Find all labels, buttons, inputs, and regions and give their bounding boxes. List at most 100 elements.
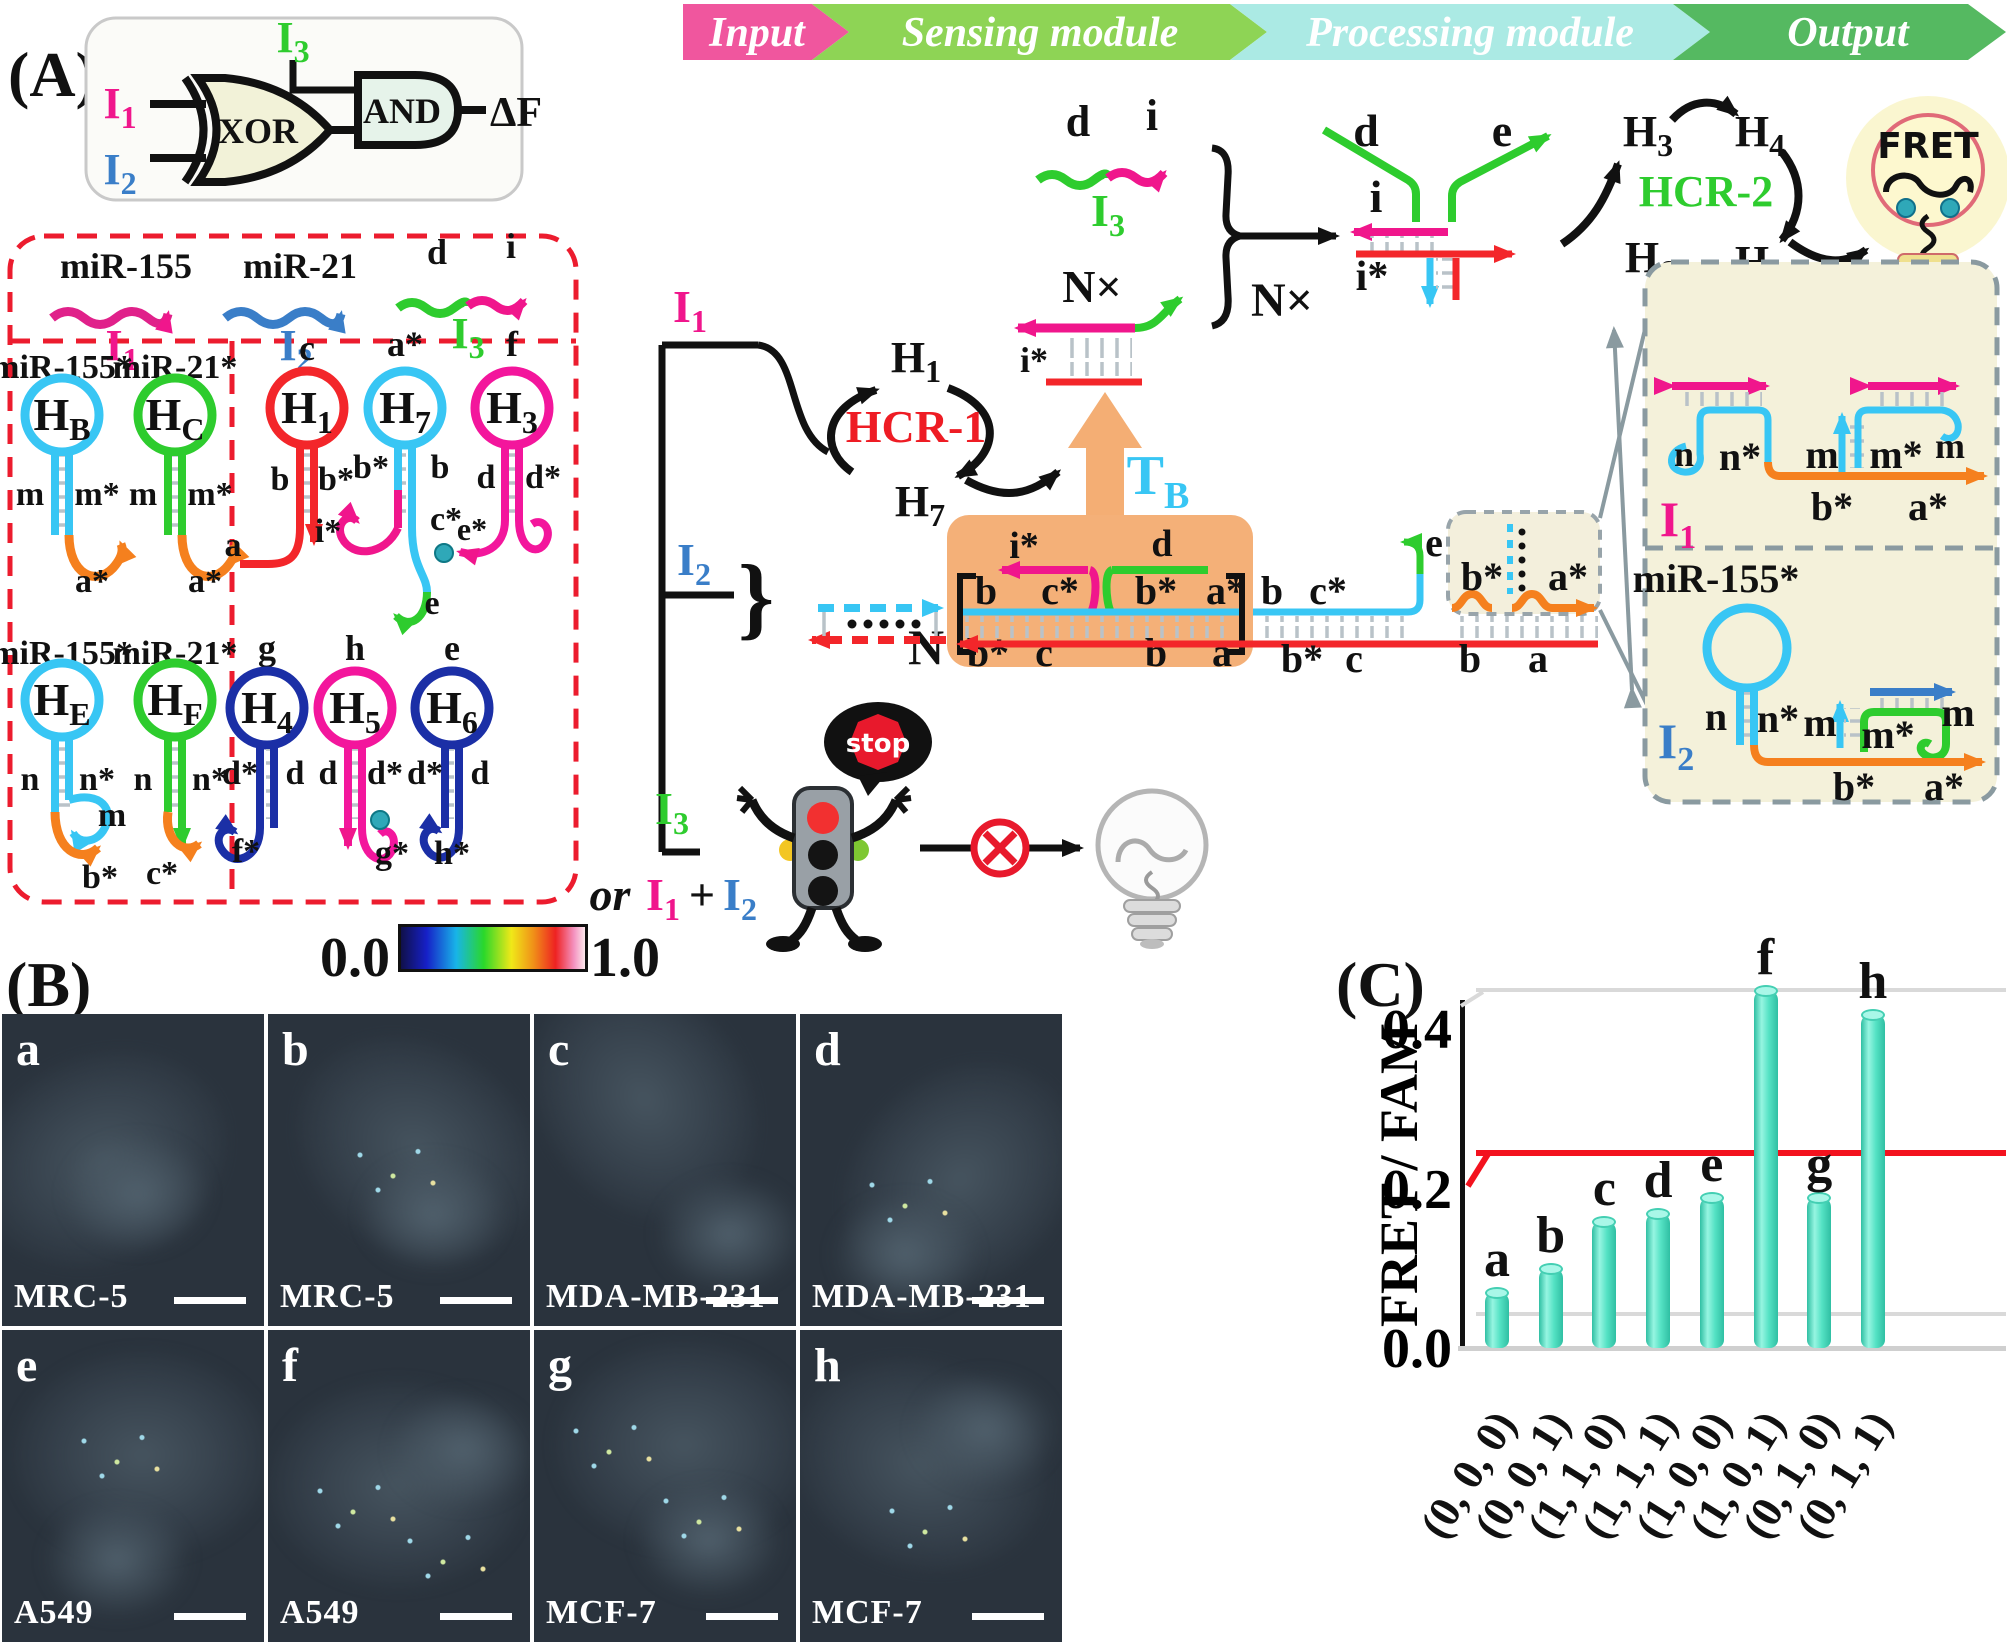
input-mir21: miR-21 I2 (222, 246, 357, 377)
h6-label: H6 (426, 682, 478, 740)
a-star-label: a* (188, 563, 222, 600)
bar-cap (1860, 1009, 1885, 1021)
cell-name: MCF-7 (546, 1594, 657, 1631)
m-label: m (1805, 432, 1838, 477)
input-i3-strand: d i I3 (395, 226, 528, 365)
m-label: m (1941, 690, 1974, 735)
i1-branch-label: I1 (673, 281, 707, 339)
cell-letter: d (814, 1023, 841, 1076)
bar-c (1592, 1221, 1617, 1348)
i3-branch-label: I3 (655, 783, 689, 841)
n-star-label: n* (192, 761, 228, 798)
i2-branch-label: I2 (677, 534, 711, 592)
gate-input-i3: I3 (276, 13, 309, 69)
hcr2-h4: H4 (1735, 107, 1785, 163)
a-label: a (225, 527, 242, 564)
panel-a-label: (A) (8, 39, 97, 110)
micrograph-cell-f: f A549 (268, 1330, 530, 1642)
hcr1-product: N× i* (1014, 261, 1184, 386)
ytick-02: 0.2 (1382, 1159, 1452, 1221)
d-label: d (286, 755, 305, 792)
hairpin-h4: g H4 d* d f* (214, 628, 309, 870)
i3-label: I3 (451, 309, 484, 365)
d-star-label: d* (525, 459, 561, 496)
cell-letter: f (282, 1339, 298, 1392)
inset-i1-label: I1 (1660, 491, 1696, 556)
h-star-label: h* (434, 835, 470, 872)
banner-sensing-chevron (812, 4, 1267, 60)
h7-label: H7 (379, 382, 431, 440)
bar-cap (1485, 1287, 1509, 1299)
i-label: i (1370, 171, 1383, 222)
c-star-label: c* (430, 501, 462, 538)
c-star-label: c* (1309, 568, 1347, 613)
ytick-04: 0.4 (1382, 999, 1452, 1061)
m-label: m (98, 797, 126, 834)
xor-gate (190, 74, 336, 186)
bar-cap (1592, 1216, 1617, 1228)
e-label: e (444, 628, 460, 668)
b-star-label: b* (1833, 764, 1875, 809)
cell-letter: b (282, 1023, 309, 1076)
bar-cap (1538, 1263, 1563, 1275)
i3-d-segment (395, 297, 473, 318)
g-star-label: g* (375, 835, 409, 872)
f-star-label: f* (232, 833, 260, 870)
gridline-top-diag (1459, 990, 1485, 1008)
tb-translator: TB i* d b c* b* a* N b* c b a (908, 392, 1253, 675)
colorbar-max: 1.0 (590, 927, 660, 989)
d-star-label: d* (367, 755, 403, 792)
b-star-label: b* (1811, 484, 1853, 529)
threshold-line (1476, 1150, 2006, 1157)
or-i2-label: I2 (723, 869, 757, 927)
d-label: d (471, 755, 490, 792)
cell-name: A549 (14, 1594, 94, 1631)
or-i1-label: I1 (646, 869, 680, 927)
hairpin-h7: a* H7 b* b i* c* e (315, 324, 462, 636)
bar-letter: a (1484, 1231, 1510, 1288)
micrograph-cell-a: a MRC-5 (2, 1014, 264, 1326)
b-label: b (431, 449, 450, 486)
scale-bar (174, 1297, 246, 1304)
bar-f (1753, 990, 1778, 1348)
bar-letter: g (1806, 1136, 1833, 1193)
g-label: g (258, 628, 276, 668)
micrograph-cell-h: h MCF-7 (800, 1330, 1062, 1642)
gate-input-i1: I1 (103, 79, 136, 135)
bar-cap (1699, 1192, 1724, 1204)
c-label: c (1035, 630, 1053, 675)
gate-input-i2: I2 (103, 145, 136, 201)
m-star-label: m* (1861, 712, 1914, 757)
hc-label: HC (146, 389, 205, 447)
c-star-label: c* (146, 855, 178, 892)
hcr1-h7-label: H7 (895, 477, 945, 533)
b-label: b (1261, 568, 1283, 613)
banner-output-label: Output (1787, 10, 1910, 56)
bar-cap (1646, 1208, 1671, 1220)
n-label: n (1674, 434, 1694, 474)
b-star-label: b* (318, 461, 354, 498)
mir155-wavy-arrow (49, 307, 173, 334)
logic-gate-diagram: I1 I2 I3 XOR AND ΔF (84, 13, 542, 202)
cell-letter: e (16, 1339, 38, 1392)
inset-i2-structure: miR-155* n n* m m* m b* a* I2 (1633, 556, 1986, 809)
cell-letter: a (16, 1023, 40, 1076)
bar-letter: f (1756, 929, 1775, 986)
d-domain-label: d (427, 232, 447, 272)
e-label: e (1425, 520, 1443, 565)
scale-bar (440, 1613, 512, 1620)
threshold-diag (1465, 1152, 1491, 1188)
i3-plus-product: d i I3 (1035, 91, 1340, 330)
m-label: m (129, 476, 157, 513)
banner-input-label: Input (708, 10, 806, 56)
bar-letter: e (1700, 1136, 1724, 1193)
bar-letter: d (1643, 1152, 1673, 1209)
mir21-wavy-arrow (222, 307, 346, 334)
e-label: e (1492, 105, 1512, 156)
d-label: d (477, 459, 496, 496)
i-domain-label: i (506, 226, 516, 266)
hairpin-h3: f H3 d d* e* (434, 324, 561, 566)
stop-octagon (850, 714, 906, 770)
i-star-label: i* (1356, 254, 1389, 300)
